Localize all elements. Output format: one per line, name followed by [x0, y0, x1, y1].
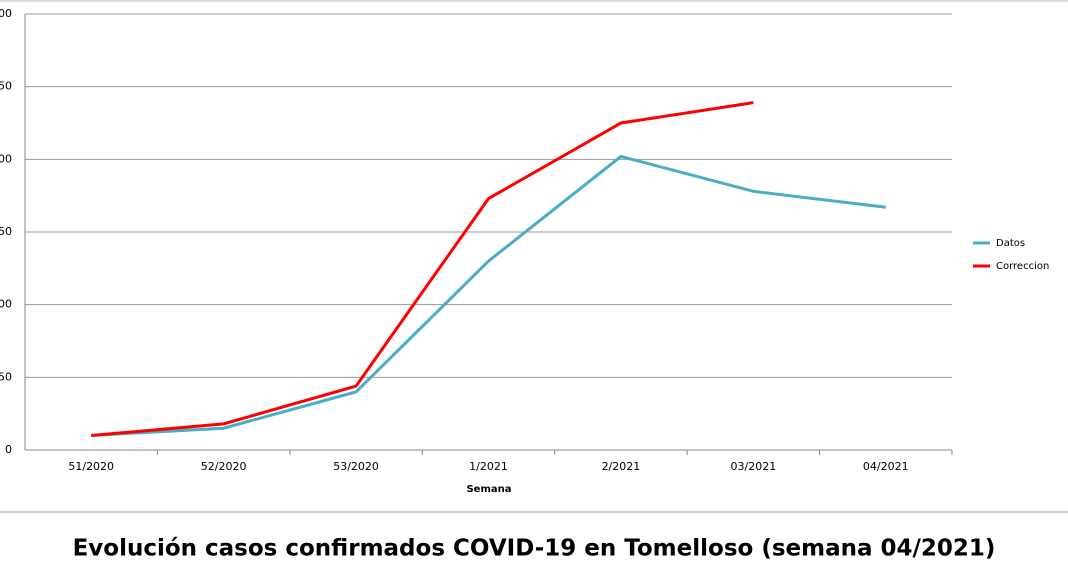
x-tick-label: 52/2020	[201, 460, 247, 473]
legend-label: Datos	[996, 238, 1025, 249]
y-tick-label: 100	[0, 298, 12, 311]
chart-title: Evolución casos confirmados COVID-19 en …	[73, 536, 996, 562]
x-tick-label: 51/2020	[68, 460, 114, 473]
y-tick-label: 250	[0, 80, 12, 93]
y-tick-label: 300	[0, 7, 12, 20]
y-tick-label: 50	[0, 370, 12, 383]
x-tick-label: 04/2021	[863, 460, 909, 473]
x-tick-label: 53/2020	[333, 460, 379, 473]
x-tick-label: 2/2021	[602, 460, 641, 473]
x-axis-label: Semana	[466, 484, 511, 495]
legend-label: Correccion	[996, 261, 1049, 272]
series-line	[91, 101, 754, 437]
y-tick-label: 0	[5, 443, 12, 456]
series-line	[91, 154, 886, 437]
y-tick-label: 150	[0, 225, 12, 238]
x-tick-label: 1/2021	[469, 460, 508, 473]
y-tick-label: 200	[0, 152, 12, 165]
x-tick-label: 03/2021	[731, 460, 777, 473]
